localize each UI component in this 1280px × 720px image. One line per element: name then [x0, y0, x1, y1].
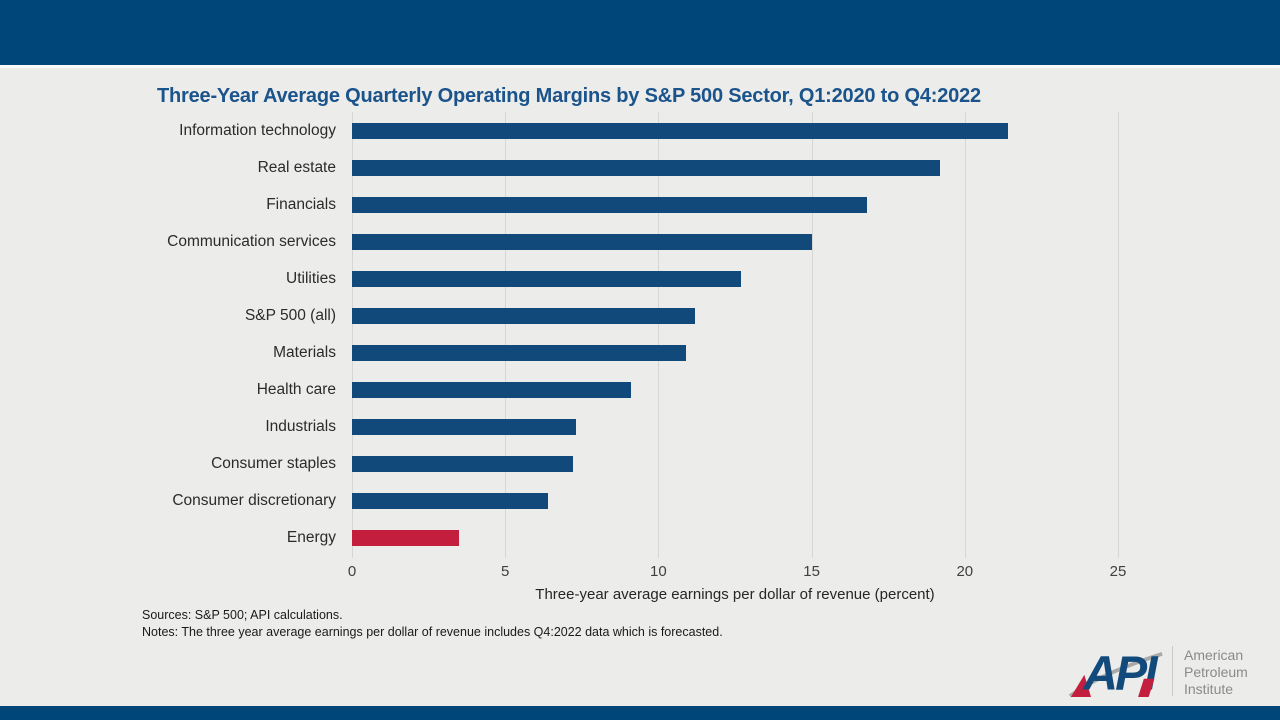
bar-track: [352, 371, 1280, 408]
category-label: S&P 500 (all): [244, 307, 336, 324]
bar-health-care: [352, 381, 631, 398]
bar-track: [352, 482, 1280, 519]
x-axis-ticks: 0 5 10 15 20 25: [0, 563, 1280, 583]
bar-row: Industrials: [0, 408, 1280, 445]
bar-financials: [352, 196, 867, 213]
bar-track: [352, 297, 1280, 334]
gridline: [964, 112, 966, 558]
category-label: Energy: [286, 529, 336, 546]
bar-track: [352, 149, 1280, 186]
bar-row: Materials: [0, 334, 1280, 371]
bar-row: Communication services: [0, 223, 1280, 260]
x-tick-label: 20: [956, 563, 974, 580]
bar-utilities: [352, 270, 742, 287]
bar-row: Health care: [0, 371, 1280, 408]
header-band-seam: [0, 65, 1280, 68]
bar-row: Energy: [0, 519, 1280, 556]
bar-information-technology: [352, 122, 1008, 139]
bar-consumer-staples: [352, 455, 573, 472]
bar-consumer-discretionary: [352, 492, 549, 509]
bar-energy: [352, 529, 460, 546]
logo-org-line: American: [1184, 647, 1244, 663]
bar-industrials: [352, 418, 576, 435]
sources-text: Sources: S&P 500; API calculations.: [142, 608, 343, 622]
category-label: Information technology: [179, 122, 336, 139]
chart-title: Three-Year Average Quarterly Operating M…: [157, 85, 981, 107]
gridline: [658, 112, 660, 558]
api-logo: API American Petroleum Institute: [1068, 642, 1258, 704]
footer-band: [0, 706, 1280, 720]
bar-real-estate: [352, 159, 941, 176]
logo-org-line: Petroleum: [1184, 664, 1248, 680]
category-label: Consumer discretionary: [172, 492, 336, 509]
bar-track: [352, 223, 1280, 260]
bar-materials: [352, 344, 686, 361]
x-tick-label: 0: [347, 563, 357, 580]
plot-area: [352, 112, 1119, 558]
category-label: Communication services: [167, 233, 336, 250]
bar-row: Information technology: [0, 112, 1280, 149]
x-tick-label: 5: [501, 563, 510, 580]
logo-org-line: Institute: [1184, 681, 1234, 697]
gridline: [352, 112, 353, 558]
bar-track: [352, 445, 1280, 482]
notes-text: Notes: The three year average earnings p…: [142, 625, 723, 639]
api-logo-icon: API: [1068, 647, 1163, 700]
bar-s-p-500-all-: [352, 307, 696, 324]
bar-row: Consumer staples: [0, 445, 1280, 482]
bar-track: [352, 112, 1280, 149]
bar-row: Real estate: [0, 149, 1280, 186]
x-tick-label: 15: [803, 563, 820, 580]
bar-rows: Information technology Real estate Financi…: [0, 112, 1280, 556]
bar-row: Utilities: [0, 260, 1280, 297]
gridline: [505, 112, 507, 558]
header-band: [0, 0, 1280, 65]
gridline: [1118, 112, 1119, 558]
x-axis-label: Three-year average earnings per dollar o…: [535, 586, 935, 603]
bar-row: S&P 500 (all): [0, 297, 1280, 334]
category-label: Real estate: [257, 159, 336, 176]
category-label: Financials: [266, 196, 336, 213]
category-label: Utilities: [286, 270, 336, 287]
x-tick-label: 25: [1109, 563, 1127, 580]
bar-track: [352, 260, 1280, 297]
bar-row: Financials: [0, 186, 1280, 223]
category-label: Industrials: [265, 418, 336, 435]
category-label: Consumer staples: [211, 455, 336, 472]
logo-divider: [1172, 646, 1173, 696]
bar-track: [352, 408, 1280, 445]
bar-communication-services: [352, 233, 812, 250]
bar-track: [352, 334, 1280, 371]
logo-org-name: American Petroleum Institute: [1184, 647, 1248, 698]
category-label: Materials: [273, 344, 336, 361]
gridline: [811, 112, 813, 558]
x-tick-label: 10: [650, 563, 667, 580]
bar-track: [352, 186, 1280, 223]
bar-row: Consumer discretionary: [0, 482, 1280, 519]
bar-track: [352, 519, 1280, 556]
category-label: Health care: [256, 381, 336, 398]
